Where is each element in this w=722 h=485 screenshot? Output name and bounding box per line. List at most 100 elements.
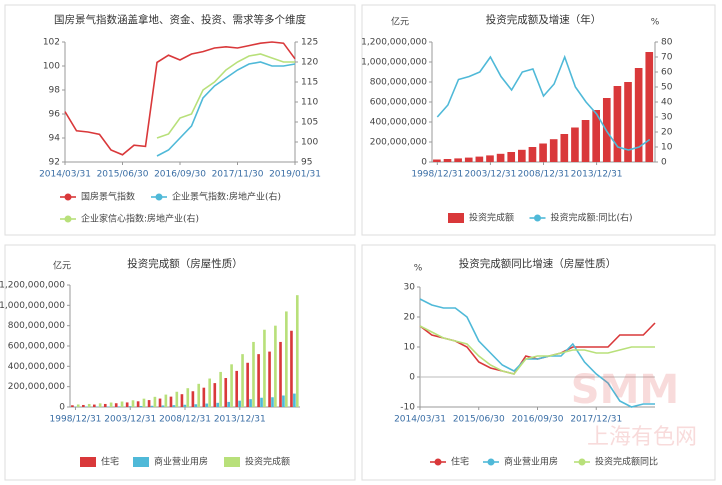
panel — [361, 4, 716, 236]
x-tick-label: 1998/12/31 — [50, 415, 102, 425]
x-tick-label: 2003/12/31 — [104, 415, 156, 425]
bar — [592, 110, 600, 162]
y-tick-label: 600,000,000 — [8, 342, 66, 352]
bar — [213, 383, 217, 407]
x-tick-label: 2019/01/31 — [269, 170, 321, 180]
x-tick-label: 2016/09/30 — [512, 415, 564, 425]
legend-marker — [434, 458, 442, 466]
legend-swatch — [448, 213, 464, 223]
x-tick-label: 2013/12/31 — [571, 170, 623, 180]
bar — [496, 153, 505, 162]
y-tick-label: 600,000,000 — [370, 98, 428, 108]
bar — [120, 401, 124, 407]
bar — [194, 404, 198, 407]
bar — [528, 147, 537, 162]
bar — [103, 403, 107, 407]
y2-tick-label: 120 — [301, 58, 318, 68]
bar — [109, 402, 113, 407]
y-tick-label: -10 — [400, 403, 415, 413]
y-tick-label: 400,000,000 — [370, 118, 428, 128]
panel — [361, 244, 716, 481]
legend-label: 企业家信心指数:房地产业(右) — [81, 213, 199, 225]
x-tick-label: 2017/12/31 — [570, 415, 622, 425]
bar — [246, 362, 249, 407]
y2-tick-label: 60 — [661, 68, 673, 78]
bar — [454, 158, 462, 162]
y2-tick-label: 100 — [301, 138, 318, 148]
bar — [164, 394, 168, 407]
y-axis-unit: 亿元 — [53, 260, 71, 272]
y2-tick-label: 20 — [661, 128, 673, 138]
bar — [238, 400, 241, 407]
bar — [486, 155, 494, 162]
legend-label: 企业景气指数:房地产业(右) — [172, 191, 281, 203]
x-tick-label: 2008/12/31 — [159, 415, 211, 425]
bar — [169, 396, 173, 407]
bar — [82, 404, 85, 407]
bar — [293, 393, 296, 407]
bar — [645, 52, 654, 162]
y-tick-label: 30 — [404, 283, 416, 293]
bar — [549, 139, 558, 162]
bar — [507, 152, 516, 162]
chart-title: 国房景气指数涵盖拿地、资金、投资、需求等多个维度 — [54, 13, 306, 26]
y2-tick-label: 110 — [301, 98, 318, 108]
bar — [87, 403, 91, 407]
legend-marker — [534, 214, 541, 222]
y2-tick-label: 95 — [301, 158, 312, 168]
y-tick-label: 94 — [49, 134, 61, 144]
legend-label: 住宅 — [451, 456, 469, 468]
legend-swatch — [224, 457, 240, 467]
y-tick-label: 1,000,000,000 — [361, 58, 427, 68]
y-tick-label: 1,000,000,000 — [0, 301, 65, 311]
bar — [136, 401, 140, 407]
bar — [153, 396, 157, 407]
bar — [142, 398, 146, 407]
x-tick-label: 1998/12/31 — [411, 170, 463, 180]
bar — [114, 403, 118, 407]
y-tick-label: 400,000,000 — [8, 362, 66, 372]
bar — [208, 378, 211, 407]
bar — [93, 404, 96, 407]
x-tick-label: 2016/09/30 — [154, 170, 206, 180]
watermark-text: 上海有色网 — [587, 425, 697, 450]
y-tick-label: 10 — [404, 343, 416, 353]
line — [156, 61, 296, 157]
y2-tick-label: 125 — [301, 38, 318, 48]
legend-marker — [578, 458, 586, 466]
bar — [106, 406, 110, 407]
y2-tick-label: 80 — [661, 38, 673, 48]
bar — [433, 159, 441, 162]
y-tick-label: 100 — [43, 62, 60, 72]
bar — [224, 378, 228, 407]
bar — [227, 401, 230, 407]
y-tick-label: 0 — [409, 373, 415, 383]
line — [419, 325, 655, 375]
line — [436, 54, 651, 151]
bar — [175, 391, 179, 407]
legend-marker — [155, 193, 163, 201]
legend-label: 投资完成额:同比(右) — [551, 212, 633, 224]
bar — [260, 397, 263, 407]
legend-marker — [64, 215, 72, 223]
bar — [249, 399, 252, 407]
x-tick-label: 2003/12/31 — [464, 170, 516, 180]
y-tick-label: 98 — [49, 86, 61, 96]
bar — [268, 351, 271, 407]
bar — [216, 402, 220, 407]
bar — [219, 371, 222, 407]
y2-tick-label: 115 — [301, 78, 318, 88]
bar — [125, 402, 129, 407]
line — [156, 53, 295, 139]
y-tick-label: 20 — [404, 313, 416, 323]
line — [419, 298, 655, 408]
bar — [131, 400, 135, 407]
bar — [443, 159, 452, 162]
bar — [475, 156, 484, 162]
watermark-logo: SMM — [571, 367, 679, 413]
y2-tick-label: 30 — [661, 113, 673, 123]
bar — [624, 82, 632, 162]
bar — [202, 387, 206, 407]
bar — [71, 405, 74, 407]
